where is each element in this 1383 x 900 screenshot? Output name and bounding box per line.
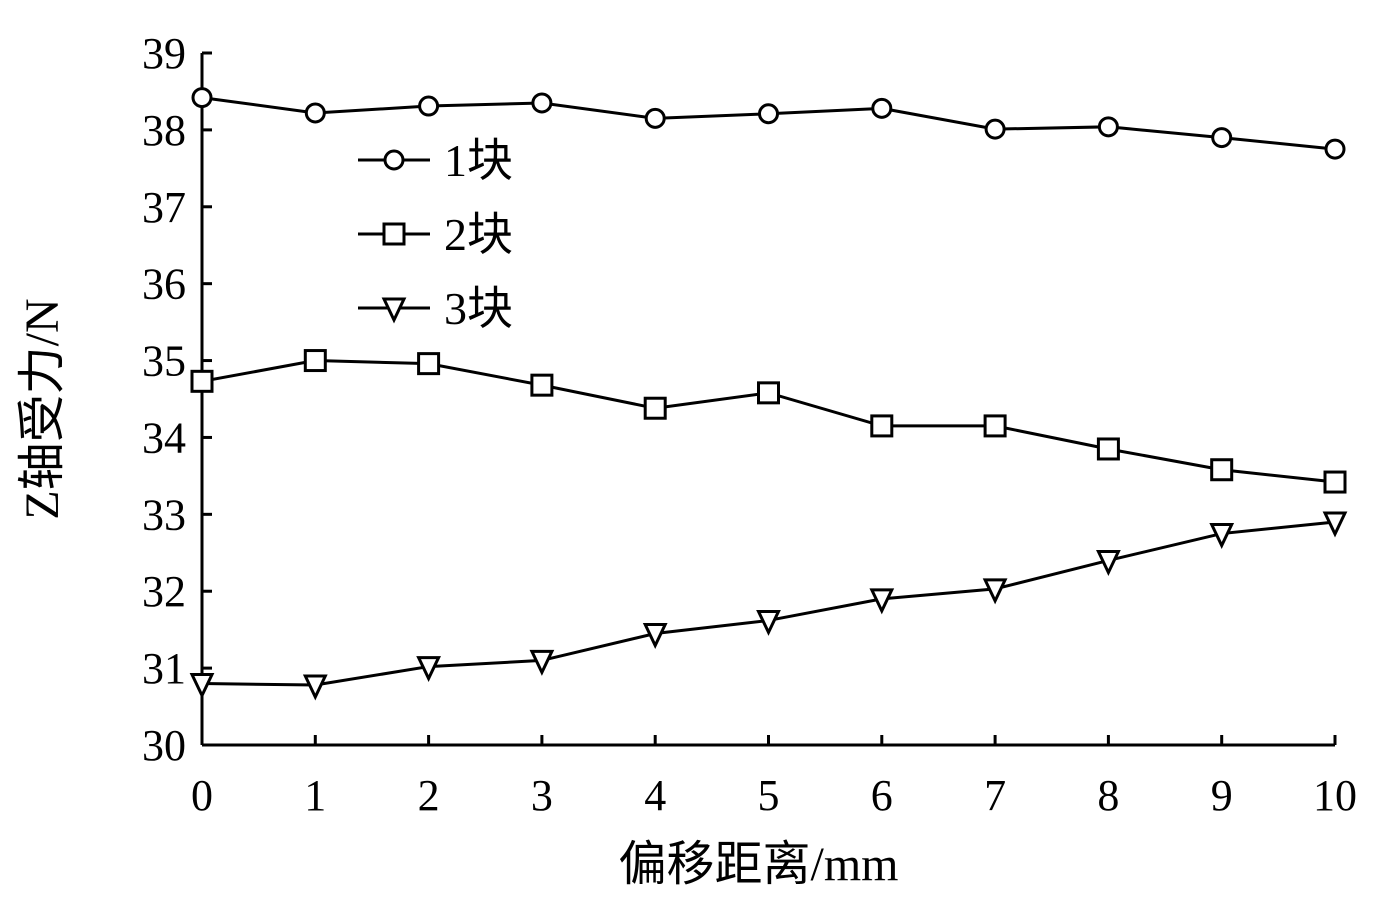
data-point	[418, 95, 440, 117]
legend-marker	[381, 297, 407, 324]
data-point	[1096, 549, 1121, 576]
data-point	[642, 623, 668, 650]
y-tick-label: 35	[142, 337, 186, 386]
x-tick-label: 0	[191, 771, 213, 820]
data-point	[982, 578, 1008, 605]
data-point	[984, 118, 1006, 140]
x-tick-label: 1	[304, 771, 326, 820]
data-point	[869, 588, 895, 615]
y-tick-label: 34	[142, 413, 186, 462]
x-tick-label: 7	[984, 771, 1006, 820]
data-point	[530, 373, 554, 397]
data-point	[757, 381, 780, 405]
legend-marker	[383, 149, 405, 171]
x-tick-label: 2	[418, 771, 440, 820]
y-axis-title: Z轴受力/N	[16, 298, 69, 519]
legend-label: 3块	[444, 283, 513, 334]
data-point	[1324, 138, 1346, 160]
data-point	[416, 656, 441, 683]
y-tick-label: 33	[142, 490, 186, 539]
data-point	[1211, 127, 1233, 149]
y-tick-label: 36	[142, 260, 186, 309]
data-point	[643, 396, 667, 420]
data-point	[870, 414, 894, 438]
data-point	[1097, 116, 1119, 138]
x-tick-label: 8	[1097, 771, 1119, 820]
series-line	[201, 359, 1336, 484]
series-2	[190, 349, 1347, 494]
data-point	[756, 609, 781, 636]
y-tick-label: 30	[142, 721, 186, 770]
x-axis-title: 偏移距离/mm	[618, 838, 898, 891]
legend-item-2: 2块	[358, 209, 513, 260]
series-1	[191, 87, 1346, 160]
data-point	[1210, 458, 1234, 482]
y-tick-label: 38	[142, 106, 186, 155]
y-tick-label: 32	[142, 567, 186, 616]
data-point	[531, 92, 553, 114]
legend-item-3: 3块	[358, 283, 513, 334]
series-line	[201, 520, 1336, 687]
legend: 1块 2块 3块	[358, 135, 513, 334]
data-point	[1096, 437, 1120, 461]
data-point	[983, 414, 1007, 438]
x-tick-label: 4	[644, 771, 666, 820]
series-3	[189, 511, 1348, 701]
data-point	[871, 97, 893, 119]
data-point	[1323, 470, 1347, 494]
legend-label: 2块	[444, 209, 513, 260]
data-point	[191, 87, 213, 109]
data-point	[304, 102, 326, 124]
x-tick-label: 5	[758, 771, 780, 820]
x-tick-label: 10	[1313, 771, 1357, 820]
data-point	[1322, 511, 1348, 538]
x-tick-label: 3	[531, 771, 553, 820]
y-tick-label: 39	[142, 29, 186, 78]
x-tick-label: 9	[1211, 771, 1233, 820]
x-tick-label: 6	[871, 771, 893, 820]
legend-marker	[382, 222, 406, 246]
data-point	[417, 352, 441, 376]
series-group	[189, 87, 1348, 701]
data-point	[303, 349, 327, 373]
data-point	[189, 672, 215, 699]
legend-label: 1块	[444, 135, 513, 186]
data-point	[644, 107, 666, 129]
legend-item-1: 1块	[358, 135, 513, 186]
data-point	[190, 369, 214, 393]
data-point	[302, 674, 328, 701]
y-tick-label: 37	[142, 183, 186, 232]
data-point	[1209, 523, 1235, 550]
data-point	[529, 649, 555, 676]
y-tick-label: 31	[142, 644, 186, 693]
data-point	[758, 103, 779, 125]
